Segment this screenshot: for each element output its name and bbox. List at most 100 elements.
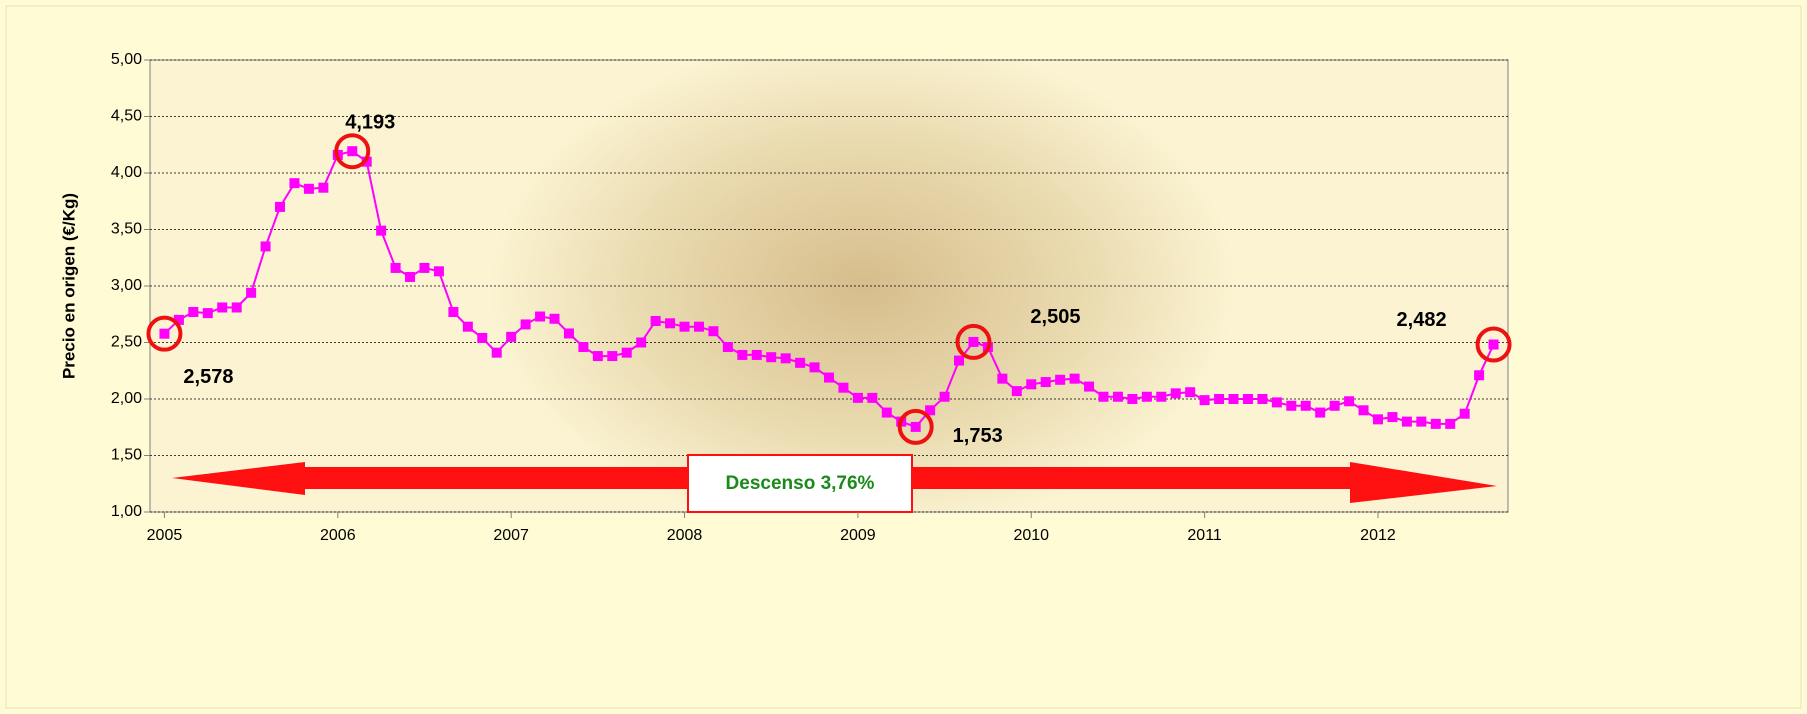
marker (448, 306, 459, 317)
marker (1445, 418, 1456, 429)
marker (506, 331, 517, 342)
marker (405, 271, 416, 282)
x-tick-label: 2007 (493, 527, 529, 544)
marker (1112, 391, 1123, 402)
marker (1127, 394, 1138, 404)
marker (1416, 416, 1427, 427)
marker (693, 321, 704, 332)
marker (202, 308, 213, 319)
marker (867, 392, 878, 403)
marker (809, 362, 820, 373)
marker (275, 201, 286, 212)
marker (592, 351, 603, 362)
y-axis-label: Precio en origen (€/Kg) (59, 193, 78, 379)
marker (1084, 381, 1095, 392)
marker (390, 262, 401, 273)
marker (1242, 394, 1253, 404)
marker (1329, 400, 1340, 411)
highlight-circle (334, 133, 371, 170)
x-tick-label: 2008 (667, 527, 703, 544)
annotation-box (687, 454, 913, 513)
marker (578, 342, 589, 353)
y-tick-label: 2,50 (111, 334, 142, 351)
x-tick-label: 2006 (320, 527, 356, 544)
marker (1011, 386, 1022, 397)
x-tick-label: 2012 (1360, 527, 1396, 544)
marker (1286, 400, 1297, 411)
marker (881, 407, 892, 418)
marker (968, 336, 979, 347)
marker (433, 266, 444, 277)
x-tick-label: 2009 (840, 527, 876, 544)
data-label: 1,753 (953, 425, 1003, 447)
marker (939, 391, 950, 402)
marker (1315, 407, 1326, 418)
marker (1372, 414, 1383, 425)
marker (1430, 418, 1441, 429)
marker (1170, 388, 1181, 399)
x-tick-label: 2011 (1187, 527, 1222, 544)
marker (520, 319, 531, 330)
y-tick-label: 4,50 (111, 108, 142, 125)
marker (1026, 379, 1037, 390)
marker (1098, 391, 1109, 402)
marker (954, 355, 965, 366)
marker (347, 146, 358, 157)
marker (621, 347, 632, 358)
marker (650, 316, 661, 327)
marker (246, 287, 257, 298)
marker (563, 328, 574, 339)
highlight-circle (146, 315, 183, 352)
marker (1185, 387, 1196, 398)
marker (910, 421, 921, 432)
marker (318, 182, 329, 193)
marker (260, 241, 271, 252)
highlight-circle (955, 323, 992, 360)
marker (665, 318, 676, 329)
x-tick-label: 2010 (1013, 527, 1049, 544)
marker (376, 225, 387, 236)
marker (549, 313, 560, 324)
y-tick-label: 3,50 (111, 221, 142, 238)
marker (1257, 394, 1268, 404)
plot-area (149, 59, 1509, 513)
marker (1344, 396, 1355, 407)
marker (997, 373, 1008, 384)
highlight-circle (1475, 326, 1512, 363)
marker (1214, 394, 1225, 404)
marker (303, 183, 314, 194)
y-tick-label: 2,00 (111, 390, 142, 407)
marker (1228, 394, 1239, 404)
marker (925, 405, 936, 416)
marker (1271, 397, 1282, 408)
marker (289, 178, 300, 189)
y-tick-label: 4,00 (111, 164, 142, 181)
y-tick-label: 3,00 (111, 277, 142, 294)
annotation: Descenso 3,76% (726, 473, 875, 494)
marker (852, 392, 863, 403)
marker (173, 314, 184, 325)
marker (636, 337, 647, 348)
data-label: 4,193 (345, 111, 395, 133)
marker (737, 349, 748, 360)
marker (1055, 374, 1066, 385)
highlight-circle (897, 408, 934, 445)
marker (1488, 339, 1499, 350)
arrow: Descenso 3,76% (172, 454, 1497, 513)
marker (159, 328, 170, 339)
data-label: 2,505 (1030, 306, 1080, 328)
marker (477, 332, 488, 343)
marker (1459, 408, 1470, 419)
marker (491, 347, 502, 358)
marker (1401, 416, 1412, 427)
marker (462, 321, 473, 332)
marker (419, 262, 430, 273)
marker (535, 311, 546, 322)
y-tick-label: 1,50 (111, 447, 142, 464)
marker (780, 353, 791, 364)
marker (838, 382, 849, 393)
marker (1156, 391, 1167, 402)
marker (1199, 395, 1210, 406)
y-tick-label: 1,00 (111, 503, 142, 520)
